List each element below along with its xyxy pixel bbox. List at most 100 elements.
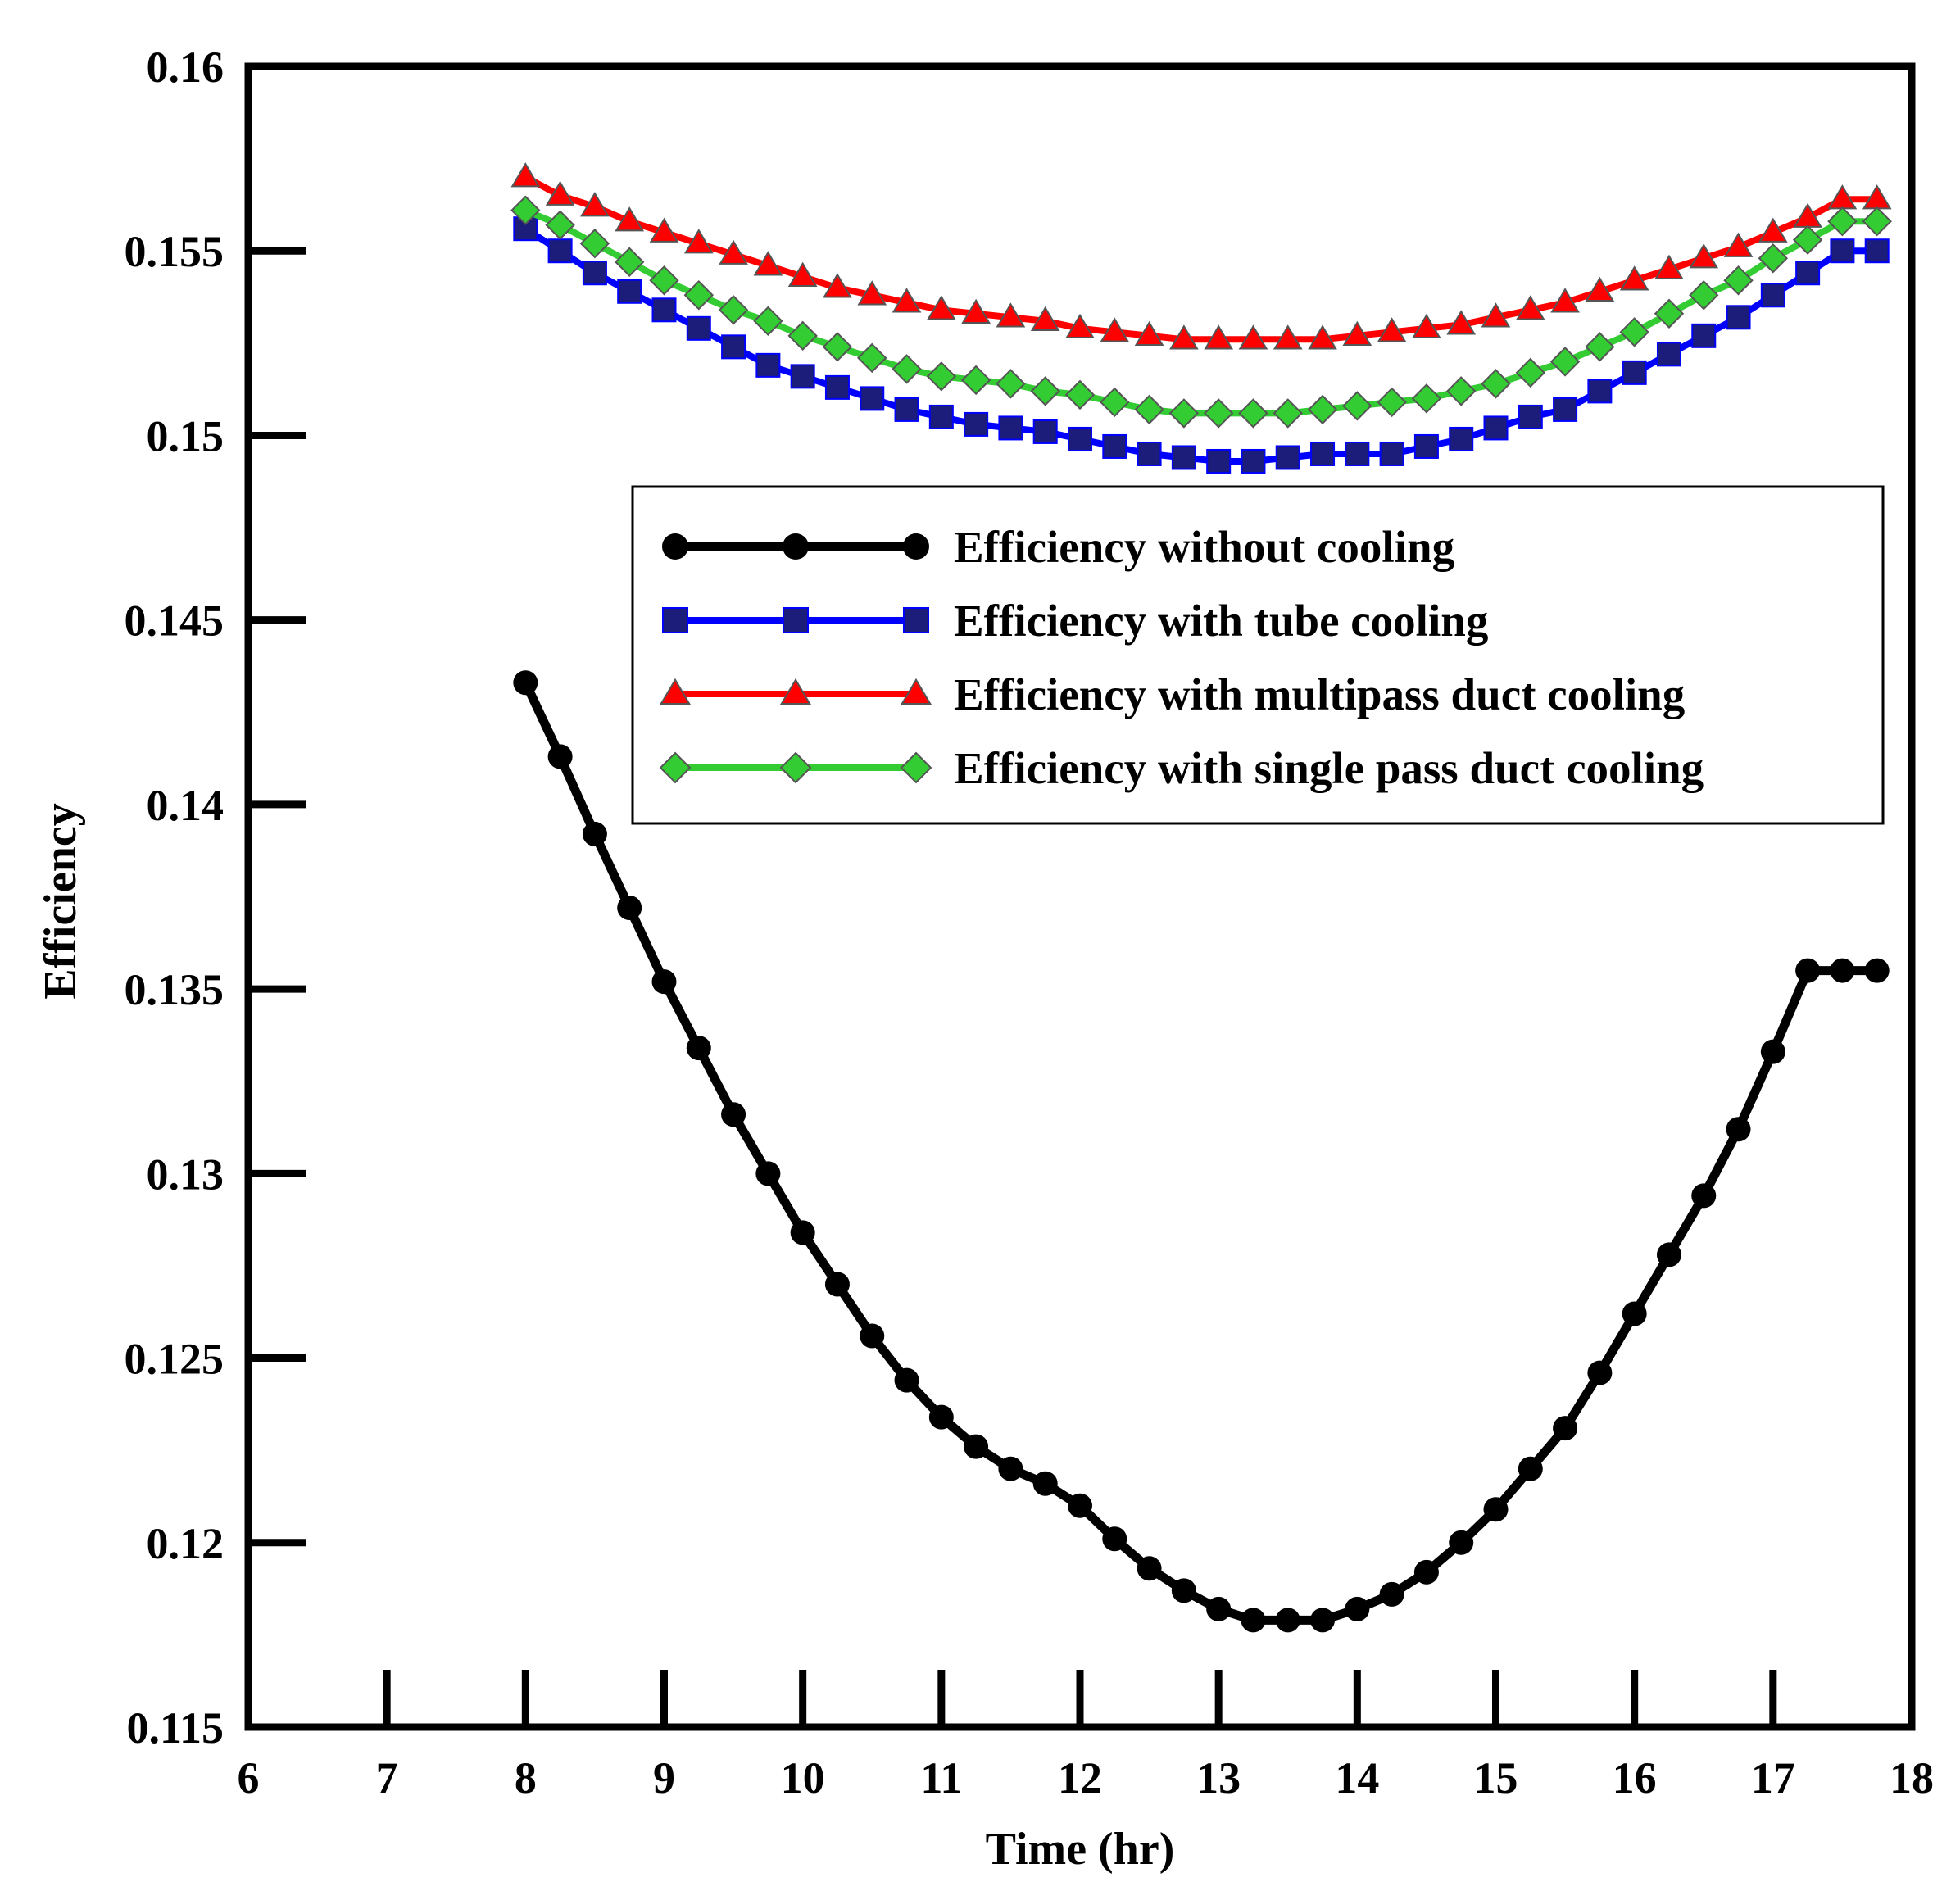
legend-entry: Efficiency with single pass duct cooling [659, 743, 1704, 793]
data-point [1065, 313, 1095, 339]
data-point [1307, 394, 1338, 425]
x-tick-label: 14 [1335, 1753, 1379, 1803]
data-point [1792, 224, 1823, 255]
data-point [1515, 357, 1546, 388]
series-4 [510, 195, 1892, 429]
data-point [617, 279, 642, 304]
data-point [755, 1161, 781, 1186]
data-point [1691, 1183, 1717, 1209]
data-point [823, 273, 852, 298]
data-point [1203, 398, 1234, 429]
data-point [1862, 206, 1892, 237]
data-point [1413, 433, 1439, 459]
data-point [1102, 433, 1127, 459]
data-point [1030, 376, 1060, 406]
data-point [1412, 313, 1441, 339]
x-axis-title: Time (hr) [986, 1824, 1175, 1875]
data-point [1241, 448, 1266, 474]
data-point [1758, 217, 1788, 243]
data-point [1449, 426, 1474, 451]
data-point [860, 1323, 885, 1349]
data-point [1204, 324, 1234, 350]
data-point [790, 1220, 815, 1245]
data-point [1342, 320, 1372, 347]
x-tick-label: 8 [515, 1753, 537, 1803]
y-tick-label: 0.12 [147, 1519, 225, 1568]
data-point [1758, 243, 1789, 274]
data-point [1654, 298, 1685, 329]
data-point [1345, 1596, 1370, 1621]
data-point [582, 261, 607, 286]
data-point [1553, 1416, 1578, 1441]
data-point [1518, 404, 1543, 429]
legend-entry: Efficiency with multipass duct cooling [659, 669, 1685, 719]
data-point [1206, 1596, 1232, 1621]
data-point [1481, 302, 1511, 328]
data-point [1656, 1242, 1681, 1267]
data-point [510, 195, 541, 225]
data-point [1137, 1556, 1162, 1581]
data-point [753, 306, 783, 337]
data-point [1030, 306, 1060, 332]
data-point [1379, 441, 1404, 466]
data-point [1483, 1497, 1509, 1522]
data-point [1691, 323, 1717, 348]
data-point [928, 1404, 954, 1430]
series-layer [510, 162, 1892, 1633]
data-point [1518, 1456, 1543, 1481]
data-point [1585, 276, 1615, 302]
legend-marker [662, 533, 688, 560]
data-point [1795, 958, 1821, 983]
legend-marker [779, 751, 812, 784]
y-tick-label: 0.16 [147, 43, 225, 92]
data-point [1377, 387, 1407, 418]
y-tick-label: 0.14 [147, 781, 225, 830]
data-point [1549, 347, 1581, 377]
x-tick-label: 16 [1613, 1753, 1657, 1803]
data-point [1446, 310, 1477, 335]
legend-marker [903, 607, 929, 633]
data-point [1795, 261, 1821, 286]
data-point [1273, 398, 1303, 429]
x-tick-label: 17 [1751, 1753, 1795, 1803]
data-point [1032, 1471, 1058, 1496]
data-point [1102, 1526, 1127, 1552]
x-tick-label: 10 [781, 1753, 825, 1803]
data-point [1760, 283, 1785, 308]
legend-marker [779, 678, 812, 705]
data-point [824, 1272, 850, 1297]
legend-marker [900, 751, 932, 784]
data-point [1481, 369, 1511, 399]
data-point [1726, 1117, 1751, 1142]
data-point [545, 180, 575, 206]
y-axis-ticks: 0.115 0.12 0.125 0.13 0.135 0.14 0.145 0.15 0.15… [125, 43, 306, 1753]
data-point [651, 297, 677, 323]
data-point [1864, 238, 1890, 264]
data-point [1134, 320, 1164, 347]
data-point [1830, 238, 1855, 264]
data-point [1377, 317, 1407, 342]
data-point [1723, 232, 1754, 257]
y-axis-title: Efficiency [35, 803, 86, 999]
data-point [1689, 243, 1719, 269]
data-point [787, 261, 818, 287]
data-point [1760, 1039, 1785, 1064]
data-point [755, 352, 781, 378]
data-point [894, 397, 919, 422]
series-line [524, 225, 1877, 465]
data-point [721, 1102, 746, 1127]
data-point [964, 411, 989, 437]
data-point [1587, 379, 1613, 404]
data-point [1068, 426, 1092, 451]
data-point [961, 298, 991, 324]
data-point [615, 206, 645, 232]
data-point [1310, 1608, 1336, 1633]
data-point [1171, 445, 1196, 470]
legend-label: Efficiency with tube cooling [954, 596, 1488, 646]
data-point [1134, 394, 1164, 425]
y-tick-label: 0.15 [147, 411, 225, 460]
legend-entry: Efficiency with tube cooling [662, 596, 1488, 646]
series-line [521, 680, 1877, 1625]
legend-label: Efficiency with single pass duct cooling [954, 743, 1704, 793]
data-point [510, 162, 541, 188]
